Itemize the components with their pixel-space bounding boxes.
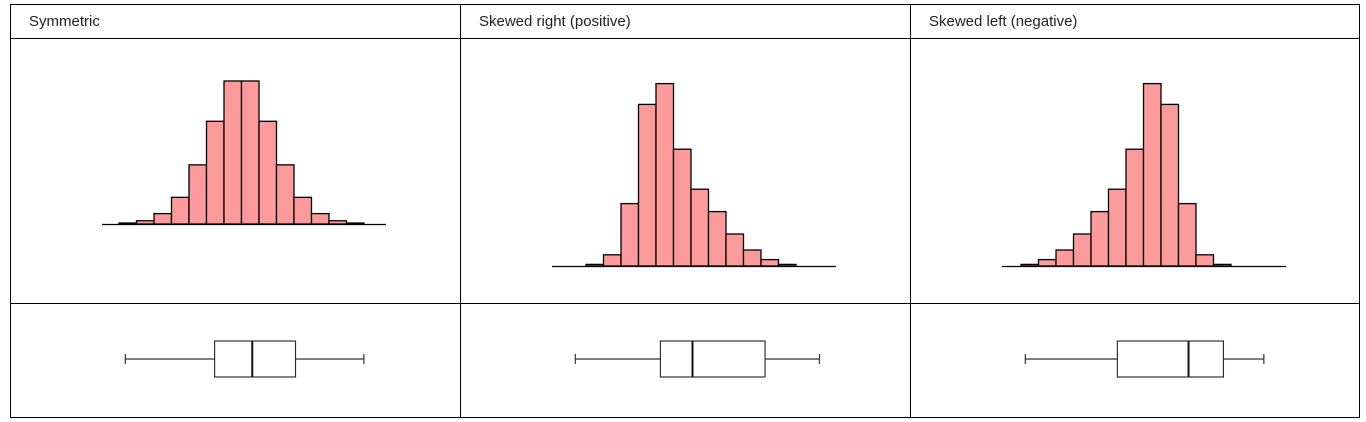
histogram-bar [205,120,225,225]
histogram-bar [585,263,605,267]
column-divider-1 [460,5,461,417]
row-divider [11,303,1359,304]
boxplot-box [214,340,297,378]
histogram-bar [655,82,675,267]
boxplot-box [659,340,766,378]
histogram-bar [1125,148,1145,267]
histogram-bar [620,202,640,267]
histogram-bar [345,222,365,225]
histogram-bar [1107,188,1127,267]
histogram-bar [1142,82,1162,267]
histogram-bar [637,103,657,267]
histogram-bar [690,188,710,267]
histogram-bar [258,120,278,225]
histogram-bar [170,196,190,225]
histogram-bar [725,233,745,267]
histogram-bar [1037,258,1057,267]
plots-layer [102,80,1286,378]
histogram-bar [1020,263,1040,267]
histogram-bar [118,222,138,225]
column-divider-2 [910,5,911,417]
histogram-bar [1055,249,1075,267]
histogram-bar [135,220,155,225]
histogram-bar [760,258,780,267]
histogram-bar [777,263,797,267]
histogram-bar [1072,233,1092,267]
header-symmetric: Symmetric [29,13,100,30]
histogram-bar [188,164,208,225]
histogram-bar [707,210,727,267]
histogram-bar [310,212,330,225]
histogram-bar [293,196,313,225]
histogram-bar [1160,103,1180,267]
histogram-bar [1212,263,1232,267]
histogram-bar [1090,210,1110,267]
histogram-bar [1177,202,1197,267]
header-skewed-right: Skewed right (positive) [479,13,631,30]
histogram-bar [742,249,762,267]
histogram-bar [240,80,260,225]
histogram-bar [223,80,243,225]
histogram-bar [602,254,622,267]
histogram-bar [275,164,295,225]
histogram-bar [1195,254,1215,267]
header-skewed-left: Skewed left (negative) [929,13,1078,30]
boxplot-box [1116,340,1225,378]
distribution-table: Symmetric Skewed right (positive) Skewed… [10,4,1360,418]
histogram-bar [153,212,173,225]
histogram-bar [672,148,692,267]
header-divider [11,38,1359,39]
histogram-bar [328,220,348,225]
